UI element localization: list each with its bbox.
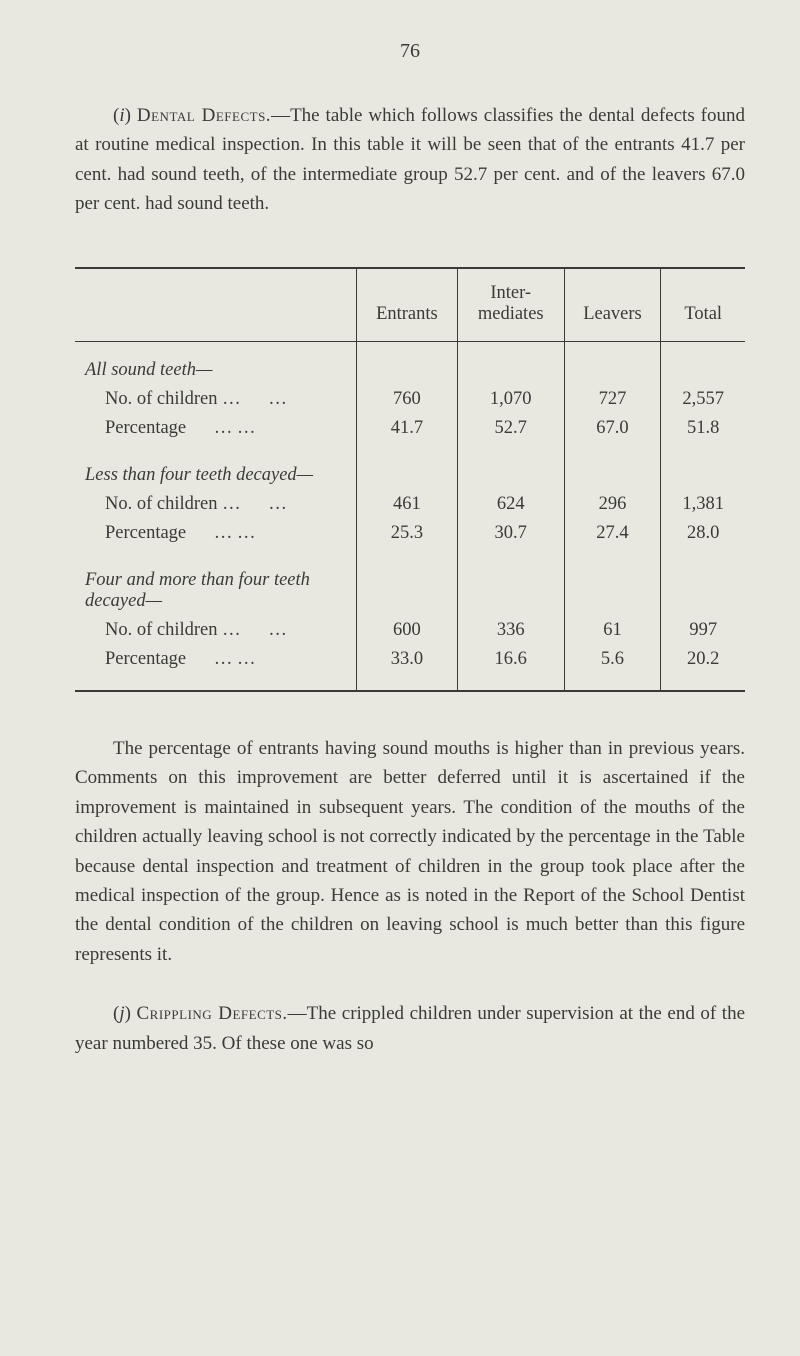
table-section-head: Four and more than four teeth decayed— bbox=[75, 548, 745, 616]
cell: 41.7 bbox=[356, 414, 457, 443]
table-row: No. of children … … 760 1,070 727 2,557 bbox=[75, 385, 745, 414]
para-close-paren: ) bbox=[125, 105, 137, 126]
cell: 30.7 bbox=[457, 519, 564, 548]
cell: 1,381 bbox=[661, 490, 745, 519]
table-body: All sound teeth— No. of children … … 760… bbox=[75, 341, 745, 690]
col-header-leavers: Leavers bbox=[564, 269, 661, 342]
label-dots: … bbox=[268, 494, 287, 514]
paragraph-commentary: The percentage of entrants having sound … bbox=[75, 734, 745, 970]
cell: 20.2 bbox=[661, 645, 745, 690]
row-label: Percentage … … bbox=[75, 519, 356, 548]
cell: 997 bbox=[661, 616, 745, 645]
document-page: 76 (i) Dental Defects.—The table which f… bbox=[0, 0, 800, 1356]
col-header-empty bbox=[75, 269, 356, 342]
cell: 51.8 bbox=[661, 414, 745, 443]
table-row: Percentage … … 33.0 16.6 5.6 20.2 bbox=[75, 645, 745, 690]
page-number: 76 bbox=[75, 40, 745, 63]
para-heading: Dental Defects. bbox=[137, 105, 271, 126]
row-label: Percentage … … bbox=[75, 414, 356, 443]
table-row: No. of children … … 600 336 61 997 bbox=[75, 616, 745, 645]
table-header-row: Entrants Inter-mediates Leavers Total bbox=[75, 269, 745, 342]
label-dots: … … bbox=[214, 523, 256, 543]
cell: 1,070 bbox=[457, 385, 564, 414]
section-title: All sound teeth— bbox=[75, 341, 356, 385]
row-label: No. of children … … bbox=[75, 490, 356, 519]
cell: 52.7 bbox=[457, 414, 564, 443]
cell: 600 bbox=[356, 616, 457, 645]
cell: 27.4 bbox=[564, 519, 661, 548]
label-dots: … bbox=[268, 620, 287, 640]
cell: 296 bbox=[564, 490, 661, 519]
col-header-intermediates: Inter-mediates bbox=[457, 269, 564, 342]
label-text: No. of children … bbox=[105, 620, 241, 640]
cell: 61 bbox=[564, 616, 661, 645]
dental-defects-table-wrap: Entrants Inter-mediates Leavers Total Al… bbox=[75, 267, 745, 692]
label-dots: … bbox=[268, 389, 287, 409]
col-header-entrants: Entrants bbox=[356, 269, 457, 342]
table-row: No. of children … … 461 624 296 1,381 bbox=[75, 490, 745, 519]
cell: 2,557 bbox=[661, 385, 745, 414]
label-text: No. of children … bbox=[105, 494, 241, 514]
cell: 16.6 bbox=[457, 645, 564, 690]
paragraph-crippling-defects: (j) Crippling Defects.—The crippled chil… bbox=[75, 999, 745, 1058]
cell: 33.0 bbox=[356, 645, 457, 690]
row-label: No. of children … … bbox=[75, 616, 356, 645]
cell: 461 bbox=[356, 490, 457, 519]
paragraph-dental-defects: (i) Dental Defects.—The table which foll… bbox=[75, 101, 745, 219]
cell: 28.0 bbox=[661, 519, 745, 548]
row-label: No. of children … … bbox=[75, 385, 356, 414]
cell: 760 bbox=[356, 385, 457, 414]
table-row: Percentage … … 41.7 52.7 67.0 51.8 bbox=[75, 414, 745, 443]
para-heading: Crippling Defects. bbox=[137, 1003, 288, 1024]
label-text: Percentage bbox=[105, 418, 186, 438]
row-label: Percentage … … bbox=[75, 645, 356, 690]
dental-defects-table: Entrants Inter-mediates Leavers Total Al… bbox=[75, 269, 745, 690]
cell: 336 bbox=[457, 616, 564, 645]
section-title: Less than four teeth decayed— bbox=[75, 443, 356, 490]
label-text: No. of children … bbox=[105, 389, 241, 409]
label-text: Percentage bbox=[105, 649, 186, 669]
cell: 727 bbox=[564, 385, 661, 414]
para-close-paren: ) bbox=[125, 1003, 137, 1024]
section-title: Four and more than four teeth decayed— bbox=[75, 548, 356, 616]
label-dots: … … bbox=[214, 418, 256, 438]
label-dots: … … bbox=[214, 649, 256, 669]
table-row: Percentage … … 25.3 30.7 27.4 28.0 bbox=[75, 519, 745, 548]
cell: 624 bbox=[457, 490, 564, 519]
cell: 5.6 bbox=[564, 645, 661, 690]
cell: 67.0 bbox=[564, 414, 661, 443]
cell: 25.3 bbox=[356, 519, 457, 548]
label-text: Percentage bbox=[105, 523, 186, 543]
table-section-head: Less than four teeth decayed— bbox=[75, 443, 745, 490]
table-section-head: All sound teeth— bbox=[75, 341, 745, 385]
col-header-total: Total bbox=[661, 269, 745, 342]
